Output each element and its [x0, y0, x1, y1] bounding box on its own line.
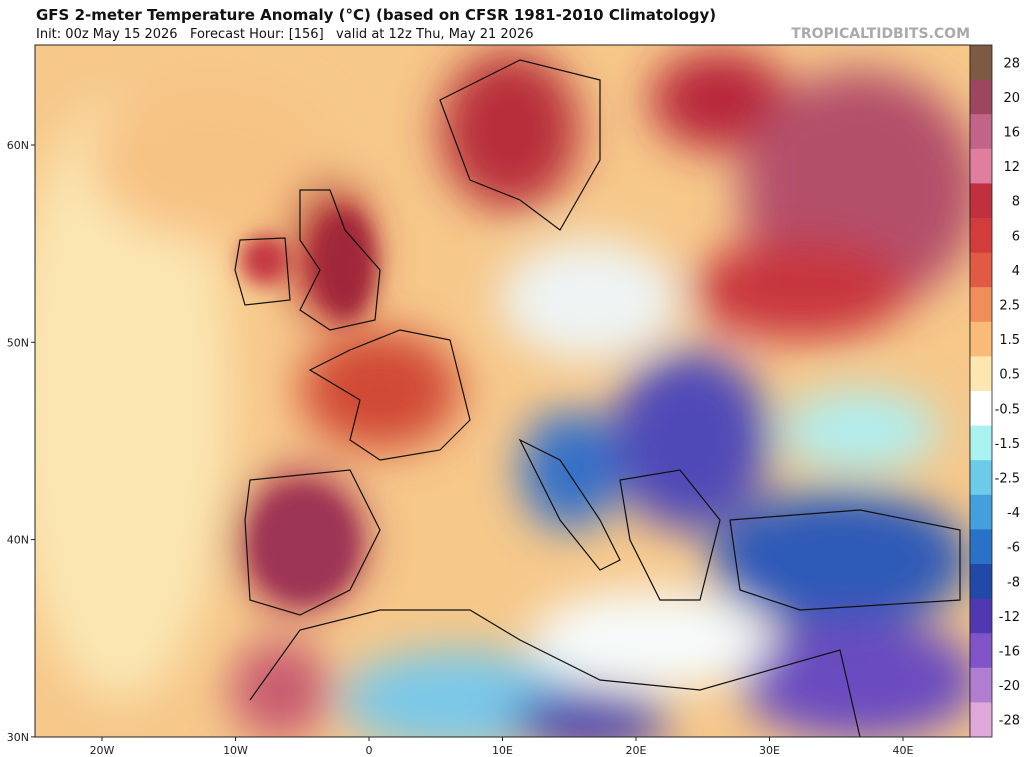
- colorbar-swatch: [970, 460, 992, 496]
- colorbar-label: -16: [999, 645, 1020, 660]
- colorbar-label: 1.5: [999, 333, 1020, 348]
- colorbar-label: 20: [1003, 91, 1020, 106]
- colorbar-swatch: [970, 252, 992, 288]
- colorbar-swatch: [970, 321, 992, 357]
- colorbar-label: 4: [1012, 264, 1020, 279]
- colorbar-swatch: [970, 114, 992, 150]
- colorbar-swatch: [970, 667, 992, 703]
- colorbar-label: 8: [1012, 195, 1020, 210]
- colorbar-swatch: [970, 356, 992, 392]
- colorbar-swatch: [970, 79, 992, 115]
- colorbar-label: 0.5: [999, 368, 1020, 383]
- title: GFS 2-meter Temperature Anomaly (°C) (ba…: [36, 6, 716, 24]
- lat-label: 40N: [7, 534, 29, 547]
- colorbar-label: 16: [1003, 126, 1020, 141]
- lat-label: 60N: [7, 139, 29, 152]
- colorbar-label: 2.5: [999, 299, 1020, 314]
- colorbar-frame: [969, 44, 993, 738]
- lat-label: 30N: [7, 731, 29, 744]
- colorbar-swatch: [970, 494, 992, 530]
- lon-label: 20W: [90, 744, 115, 757]
- colorbar-label: 28: [1003, 56, 1020, 71]
- coastlines: [234, 59, 961, 737]
- colorbar-label: 12: [1003, 160, 1020, 175]
- colorbar-label: -20: [999, 679, 1020, 694]
- colorbar-label: -0.5: [995, 402, 1020, 417]
- axes: 60N 50N 40N 30N 20W 10W 0 10E 20E 30E 40E: [7, 139, 914, 757]
- colorbar-label: -28: [999, 714, 1020, 729]
- colorbar-swatch: [970, 633, 992, 669]
- colorbar-swatch: [970, 287, 992, 323]
- colorbar-label: -12: [999, 610, 1020, 625]
- lat-label: 50N: [7, 336, 29, 349]
- colorbar-swatch: [970, 529, 992, 565]
- subtitle: Init: 00z May 15 2026 Forecast Hour: [15…: [36, 27, 533, 42]
- colorbar-swatch: [970, 218, 992, 254]
- colorbar: 28 20 16 12 8 6 4 2.5 1.5 0.5 -0.5 -1.5 -2.5 -4 -6 -8 -1…: [969, 44, 1020, 738]
- colorbar-label: 6: [1012, 229, 1020, 244]
- colorbar-swatch: [970, 598, 992, 634]
- colorbar-swatch: [970, 148, 992, 184]
- colorbar-swatch: [970, 702, 992, 738]
- anomaly-field: [35, 45, 970, 737]
- colorbar-label: -2.5: [995, 472, 1020, 487]
- colorbar-swatch: [970, 45, 992, 81]
- colorbar-label: -4: [1007, 506, 1020, 521]
- colorbar-swatch: [970, 391, 992, 427]
- colorbar-label: -1.5: [995, 437, 1020, 452]
- colorbar-label: -6: [1007, 541, 1020, 556]
- lon-label: 0: [366, 744, 373, 757]
- colorbar-swatch: [970, 425, 992, 461]
- lon-label: 40E: [893, 744, 914, 757]
- colorbar-swatch: [970, 183, 992, 219]
- lon-label: 10W: [223, 744, 248, 757]
- site-credit: TROPICALTIDBITS.COM: [791, 26, 970, 42]
- lon-label: 30E: [759, 744, 780, 757]
- lon-label: 10E: [492, 744, 513, 757]
- colorbar-swatch: [970, 564, 992, 600]
- colorbar-label: -8: [1007, 575, 1020, 590]
- lon-label: 20E: [626, 744, 647, 757]
